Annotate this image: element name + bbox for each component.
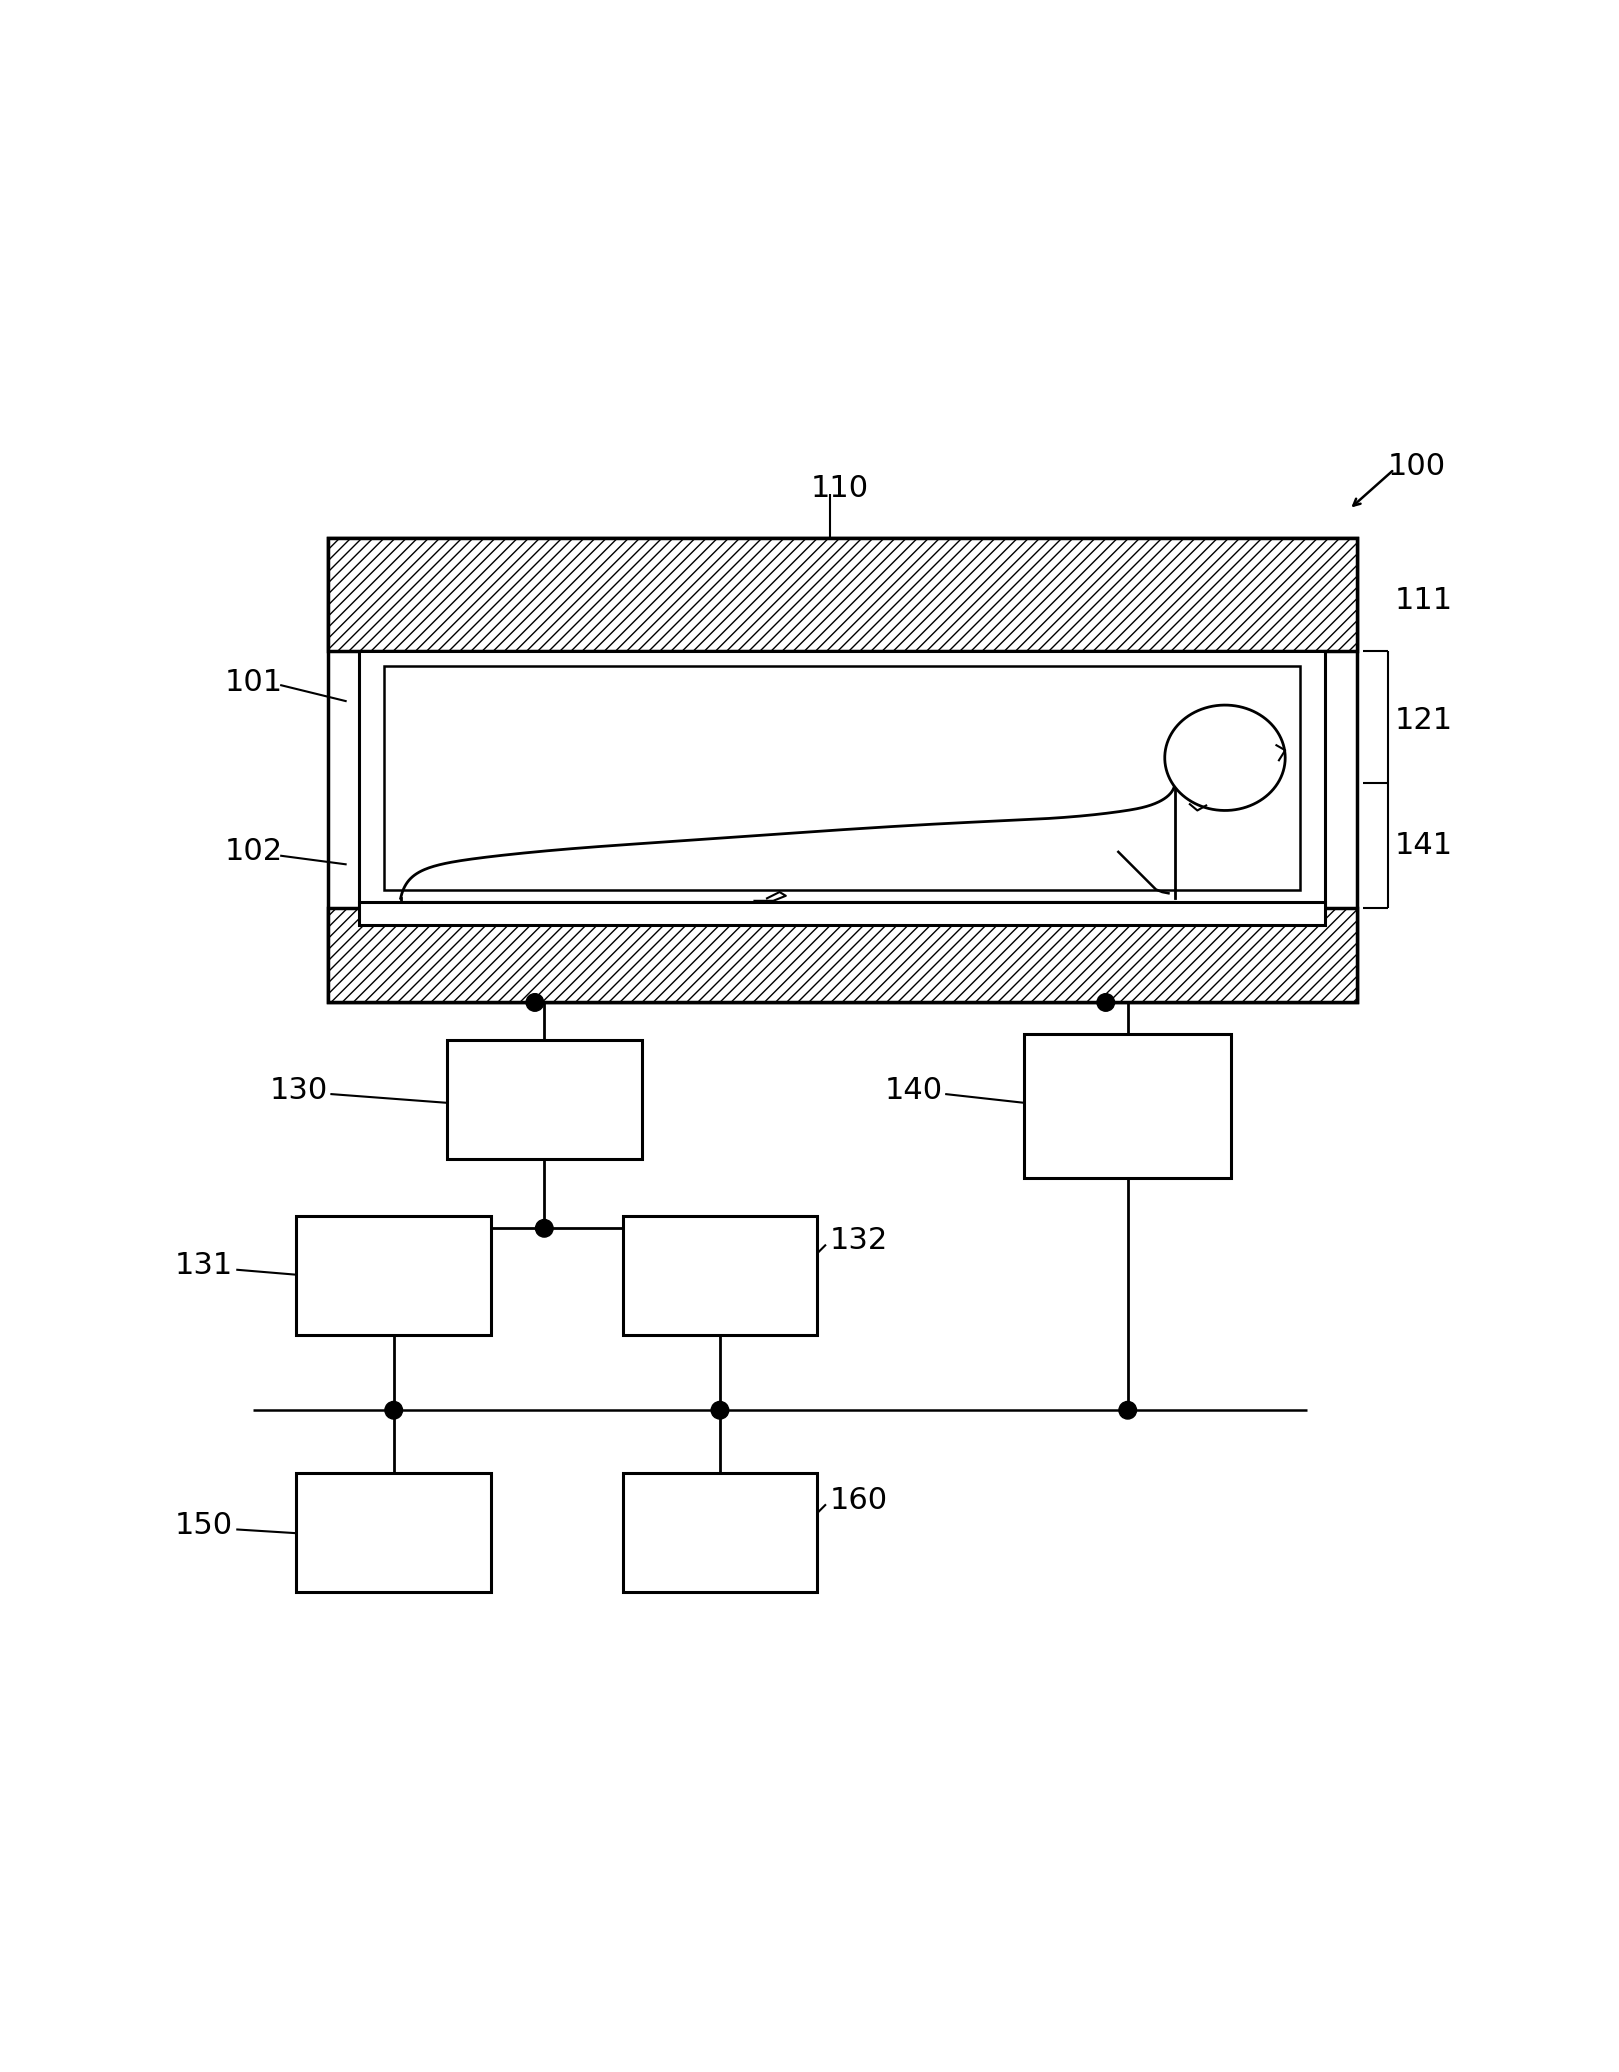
Circle shape xyxy=(536,1220,554,1237)
Text: 140: 140 xyxy=(884,1075,942,1104)
Text: 132: 132 xyxy=(829,1227,887,1256)
Circle shape xyxy=(526,995,544,1011)
Text: 111: 111 xyxy=(1394,586,1452,615)
Bar xyxy=(1025,1034,1232,1179)
Bar xyxy=(296,1473,491,1591)
Text: 101: 101 xyxy=(225,667,283,696)
Text: 121: 121 xyxy=(1394,707,1452,736)
Bar xyxy=(329,908,1357,1003)
Text: 130: 130 xyxy=(270,1075,329,1104)
Bar xyxy=(384,667,1300,889)
Bar xyxy=(359,901,1326,924)
Circle shape xyxy=(385,1401,403,1419)
Bar xyxy=(397,908,423,924)
Text: 102: 102 xyxy=(225,837,283,866)
Text: 110: 110 xyxy=(811,474,869,503)
Circle shape xyxy=(711,1401,729,1419)
Polygon shape xyxy=(1164,704,1285,810)
Bar xyxy=(447,1040,641,1160)
Circle shape xyxy=(1098,995,1114,1011)
Bar xyxy=(329,539,1357,1003)
Text: 150: 150 xyxy=(175,1510,233,1539)
Bar xyxy=(623,1216,818,1334)
Bar xyxy=(329,539,1357,651)
Circle shape xyxy=(1119,1401,1137,1419)
Text: 160: 160 xyxy=(829,1486,887,1515)
Bar xyxy=(359,651,1326,908)
Text: 141: 141 xyxy=(1394,831,1452,860)
Bar xyxy=(623,1473,818,1591)
Text: 131: 131 xyxy=(175,1251,233,1280)
Bar xyxy=(296,1216,491,1334)
Text: 100: 100 xyxy=(1387,452,1446,481)
